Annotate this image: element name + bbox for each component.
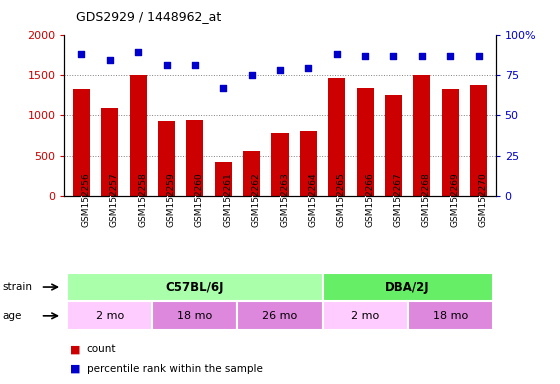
Text: 26 mo: 26 mo (263, 311, 297, 321)
Bar (357, 88, 374, 196)
Point (105, 57, 114, 63)
Text: percentile rank within the sample: percentile rank within the sample (87, 364, 263, 374)
Bar (470, 85, 487, 196)
Point (446, 53, 455, 59)
Point (162, 62, 171, 68)
Text: GSM152270: GSM152270 (479, 172, 488, 227)
Text: DBA/2J: DBA/2J (385, 281, 430, 293)
Bar (243, 151, 260, 196)
Bar (214, 162, 232, 196)
Text: 2 mo: 2 mo (96, 311, 124, 321)
Point (77, 51, 86, 57)
Bar (442, 89, 459, 196)
Bar (186, 120, 203, 196)
Text: 18 mo: 18 mo (432, 311, 468, 321)
Text: GSM152258: GSM152258 (138, 172, 147, 227)
Bar (152, 301, 237, 330)
Point (276, 67, 284, 73)
Point (190, 62, 199, 68)
Text: count: count (87, 344, 116, 354)
Point (417, 53, 426, 59)
Point (247, 72, 256, 78)
Point (389, 53, 398, 59)
Bar (323, 301, 408, 330)
Text: 2 mo: 2 mo (351, 311, 379, 321)
Text: GSM152263: GSM152263 (280, 172, 289, 227)
Point (219, 85, 228, 91)
Bar (237, 301, 323, 330)
Bar (413, 75, 430, 196)
Bar (300, 131, 317, 196)
Bar (328, 78, 346, 196)
Bar (130, 75, 147, 196)
Point (361, 53, 370, 59)
Text: age: age (3, 311, 22, 321)
Text: GDS2929 / 1448962_at: GDS2929 / 1448962_at (76, 10, 221, 23)
Bar (158, 121, 175, 196)
Text: GSM152269: GSM152269 (450, 172, 459, 227)
Text: GSM152267: GSM152267 (394, 172, 403, 227)
Bar (67, 273, 323, 301)
Bar (67, 301, 152, 330)
Text: C57BL/6J: C57BL/6J (166, 281, 224, 293)
Point (332, 51, 341, 57)
Point (134, 49, 143, 55)
Text: GSM152264: GSM152264 (309, 172, 318, 227)
Text: ■: ■ (70, 344, 81, 354)
Bar (385, 94, 402, 196)
Text: GSM152265: GSM152265 (337, 172, 346, 227)
Point (474, 53, 483, 59)
Bar (101, 108, 118, 196)
Text: GSM152261: GSM152261 (223, 172, 232, 227)
Bar (272, 133, 288, 196)
Bar (73, 89, 90, 196)
Bar (408, 301, 493, 330)
Text: GSM152266: GSM152266 (365, 172, 374, 227)
Text: strain: strain (3, 282, 33, 292)
Text: GSM152262: GSM152262 (251, 172, 260, 227)
Text: GSM152257: GSM152257 (110, 172, 119, 227)
Point (304, 65, 313, 71)
Text: 18 mo: 18 mo (178, 311, 212, 321)
Text: GSM152260: GSM152260 (195, 172, 204, 227)
Text: GSM152259: GSM152259 (166, 172, 175, 227)
Text: ■: ■ (70, 364, 81, 374)
Text: GSM152268: GSM152268 (422, 172, 431, 227)
Bar (323, 273, 493, 301)
Text: GSM152256: GSM152256 (81, 172, 90, 227)
